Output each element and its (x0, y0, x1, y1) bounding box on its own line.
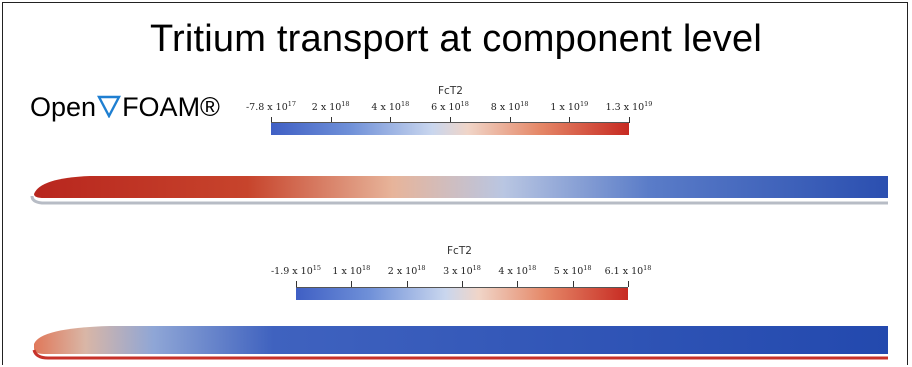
colorbar-2-tick-label: 4 x 1018 (498, 264, 537, 277)
nabla-icon (97, 92, 122, 123)
colorbar-1-tick-mark (390, 117, 392, 123)
colorbar-2-tick-label: 1 x 1018 (332, 264, 371, 277)
colorbar-1-tick-mark (271, 117, 272, 123)
colorbar-2-tick-label: 2 x 1018 (387, 264, 426, 277)
colorbar-2-gradient (296, 287, 628, 300)
colorbar-1-tick-mark (629, 117, 630, 123)
logo-text-open: Open (30, 92, 97, 122)
logo-text-foam: FOAM® (122, 92, 220, 122)
colorbar-2-tick-mark (406, 281, 408, 287)
colorbar-2-tick-mark (296, 281, 297, 287)
colorbar-1-tick-mark (330, 117, 332, 123)
colorbar-1-gradient (271, 122, 629, 135)
colorbar-2-tick-mark (572, 281, 574, 287)
openfoam-logo: Open FOAM® (30, 92, 220, 123)
colorbar-2-tick-mark (628, 281, 629, 287)
colorbar-2-tick-mark (462, 281, 463, 287)
colorbar-1-tick-label: 8 x 1018 (490, 100, 529, 113)
colorbar-2-tick-mark (351, 281, 353, 287)
colorbar-2-title: FcT2 (447, 245, 472, 257)
colorbar-1-tick-label: -7.8 x 1017 (245, 100, 297, 113)
rod-1-contour (30, 176, 888, 205)
colorbar-1-tick-label: 4 x 1018 (371, 100, 410, 113)
colorbar-1-tick-label: 6 x 1018 (431, 100, 469, 113)
colorbar-2-tick-label: -1.9 x 1015 (270, 264, 322, 277)
colorbar-1-tick-mark (569, 117, 571, 123)
colorbar-1-tick-label: 1 x 1019 (550, 100, 589, 113)
colorbar-1-title: FcT2 (438, 85, 463, 97)
colorbar-1-tick-label: 2 x 1018 (311, 100, 350, 113)
colorbar-2-tick-mark (517, 281, 519, 287)
colorbar-2-tick-label: 5 x 1018 (553, 264, 592, 277)
colorbar-2-tick-label: 6.1 x 1018 (604, 264, 652, 277)
slide-title: Tritium transport at component level (150, 18, 762, 60)
rod-2-contour (32, 326, 888, 360)
colorbar-1-tick-mark (450, 117, 451, 123)
colorbar-1-tick-mark (509, 117, 511, 123)
colorbar-2-tick-label: 3 x 1018 (443, 264, 481, 277)
colorbar-1-tick-label: 1.3 x 1019 (605, 100, 653, 113)
